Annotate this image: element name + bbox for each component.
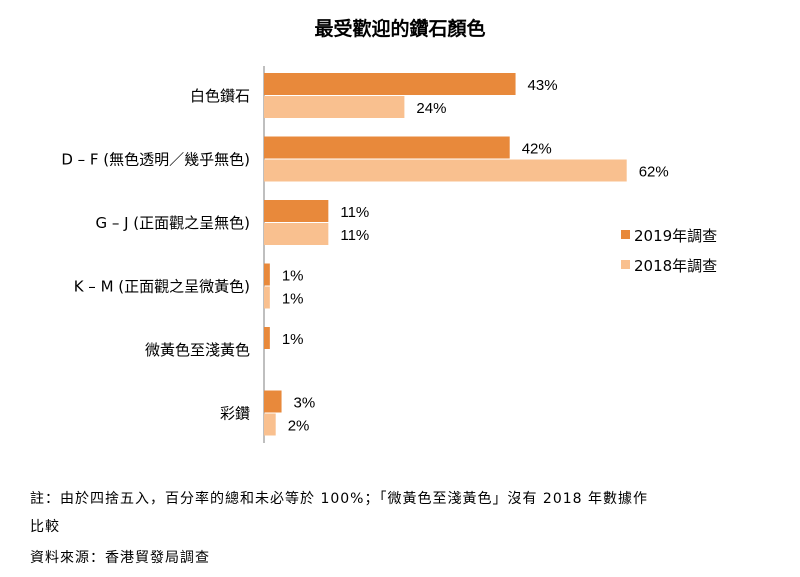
bar-2019	[264, 200, 329, 222]
data-label: 3%	[294, 395, 316, 412]
data-label: 1%	[282, 331, 304, 348]
bar-2019	[264, 263, 270, 286]
bar-2019	[264, 390, 282, 413]
data-label: 1%	[282, 268, 304, 285]
data-label: 42%	[522, 141, 552, 158]
bar-chart: 白色鑽石 43% 24% D – F (無色透明／幾乎無色) 42% 62% G – J (…	[61, 66, 717, 443]
category-label: K – M (正面觀之呈微黃色)	[74, 278, 250, 296]
chart-title: 最受歡迎的鑽石顏色	[314, 18, 486, 40]
bar-2018	[264, 223, 329, 245]
legend-swatch	[621, 230, 630, 239]
data-label: 24%	[416, 100, 446, 117]
bar-2019	[264, 327, 270, 349]
category-label: G – J (正面觀之呈無色)	[95, 214, 250, 232]
data-label: 11%	[340, 204, 369, 221]
data-label: 62%	[639, 164, 669, 181]
bar-2019	[264, 136, 510, 159]
data-label: 11%	[340, 227, 369, 244]
data-label: 43%	[528, 77, 558, 94]
footnote-continued: 比較	[30, 519, 60, 535]
footnote: 註：由於四捨五入，百分率的總和未必等於 100%；「微黃色至淺黃色」沒有 201…	[30, 491, 649, 507]
legend-swatch	[621, 260, 630, 269]
bar-2019	[264, 73, 516, 95]
category-label: 彩鑽	[220, 405, 250, 423]
category-label: 白色鑽石	[190, 87, 250, 105]
bar-2018	[264, 286, 270, 309]
category-label: 微黃色至淺黃色	[145, 341, 250, 359]
bar-2018	[264, 96, 405, 118]
source-note: 資料來源：香港貿發局調查	[30, 550, 210, 566]
legend-label: 2018年調查	[634, 257, 717, 275]
bar-2018	[264, 159, 627, 182]
bar-2018	[264, 413, 276, 436]
data-label: 2%	[288, 418, 310, 435]
category-label: D – F (無色透明／幾乎無色)	[61, 151, 250, 169]
data-label: 1%	[282, 291, 304, 308]
legend-label: 2019年調查	[634, 227, 717, 245]
